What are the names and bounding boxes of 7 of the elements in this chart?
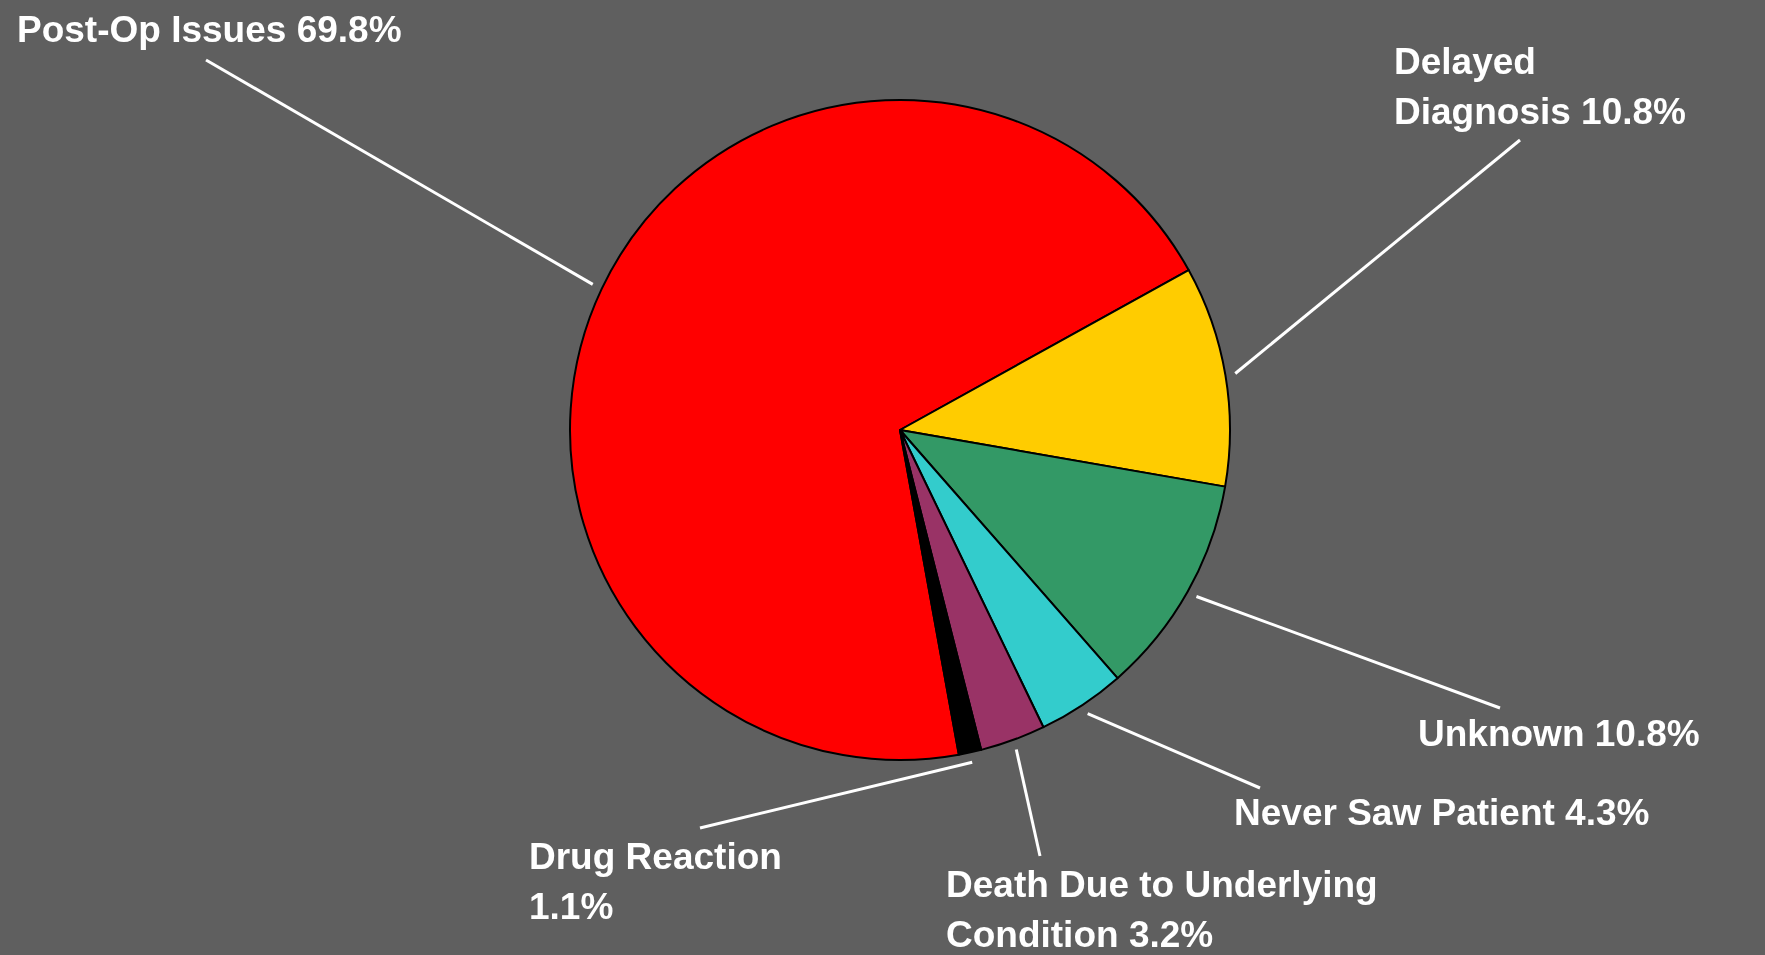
slice-label: Post-Op Issues 69.8% <box>17 9 402 50</box>
slice-label: Never Saw Patient 4.3% <box>1234 792 1650 833</box>
slice-label: Drug Reaction <box>529 836 782 877</box>
data-label: 1.1% <box>529 886 614 927</box>
slice-label: Delayed Diagnosis 10.8% <box>1394 41 1687 132</box>
slice-label: Death Due to Underlying Condition 3.2% <box>946 864 1378 955</box>
slice-label: Unknown 10.8% <box>1418 713 1700 754</box>
